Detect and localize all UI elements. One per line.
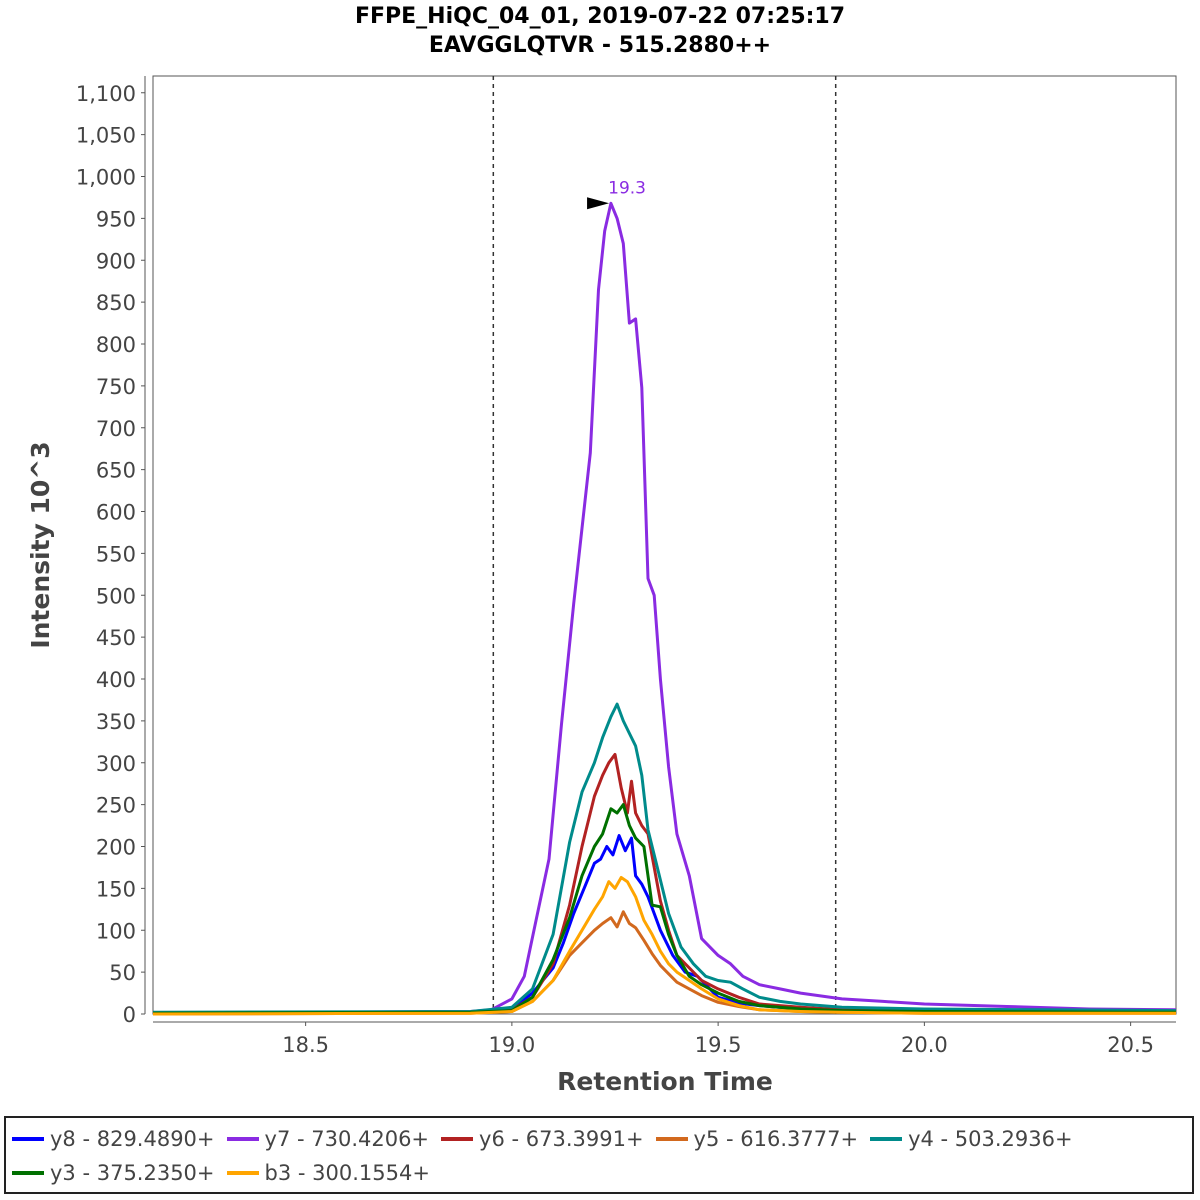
y-tick-label: 750 [96,375,136,399]
legend-swatch [655,1137,688,1141]
legend-item: y8 - 829.4890+ [12,1122,215,1156]
y-tick-label: 400 [96,668,136,692]
legend-items: y8 - 829.4890+ y7 - 730.4206+ y6 - 673.399… [6,1118,1192,1190]
y-axis-title: Intensity 10^3 [26,441,55,648]
legend-swatch [226,1137,259,1141]
y-tick-label: 950 [96,207,136,231]
legend-item: y6 - 673.3991+ [441,1122,644,1156]
series-line [152,201,1177,1015]
legend-swatch [441,1137,474,1141]
x-tick-label: 20.0 [901,1033,948,1057]
legend: y8 - 829.4890+ y7 - 730.4206+ y6 - 673.399… [4,1116,1194,1194]
legend-swatch [12,1137,44,1141]
x-axis-title: Retention Time [557,1067,773,1096]
legend-label: y7 - 730.4206+ [264,1127,430,1151]
y-tick-label: 1,100 [76,82,136,106]
y-tick-label: 900 [96,249,136,273]
chromatogram-chart: FFPE_HiQC_04_01, 2019-07-22 07:25:17 EAV… [26,4,1177,1096]
y-tick-label: 300 [96,752,136,776]
legend-label: y8 - 829.4890+ [50,1127,215,1151]
series-lines [152,201,1177,1016]
legend-swatch [12,1171,44,1175]
legend-label: y4 - 503.2936+ [908,1127,1073,1151]
legend-label: y6 - 673.3991+ [479,1127,644,1151]
legend-label: y3 - 375.2350+ [50,1161,215,1185]
y-tick-label: 800 [96,333,136,357]
y-tick-label: 850 [96,291,136,315]
legend-item: y4 - 503.2936+ [870,1122,1073,1156]
legend-item: y7 - 730.4206+ [226,1122,430,1156]
legend-item: b3 - 300.1554+ [226,1156,430,1190]
y-tick-label: 550 [96,542,136,566]
legend-swatch [870,1137,903,1141]
y-tick-label: 250 [96,794,136,818]
y-tick-label: 350 [96,710,136,734]
y-tick-label: 500 [96,584,136,608]
y-tick-label: 1,000 [76,166,136,190]
y-tick-label: 1,050 [76,124,136,148]
series-line [152,752,1177,1015]
legend-swatch [226,1171,259,1175]
plot-area [152,75,1177,1015]
y-tick-label: 450 [96,626,136,650]
series-line [152,876,1176,1016]
y-tick-label: 200 [96,836,136,860]
peak-arrow-icon [587,197,610,210]
legend-label: b3 - 300.1554+ [264,1161,430,1185]
y-tick-label: 50 [109,961,136,985]
series-line [152,702,1177,1014]
x-tick-label: 19.5 [695,1033,742,1057]
y-tick-label: 0 [123,1003,136,1027]
y-tick-label: 150 [96,877,136,901]
x-tick-label: 18.5 [282,1033,329,1057]
y-tick-label: 700 [96,417,136,441]
x-tick-label: 19.0 [488,1033,535,1057]
x-axis: 18.5 19.0 19.5 20.0 20.5 [153,1021,1176,1057]
legend-label: y5 - 616.3777+ [693,1127,859,1151]
y-tick-label: 650 [96,459,136,483]
y-tick-label: 600 [96,501,136,525]
y-axis: 0 50 100 150 200 250 300 350 400 450 500 550 600 650 7… [76,76,146,1027]
legend-item: y3 - 375.2350+ [12,1156,215,1190]
series-line [152,803,1177,1015]
chart-title: FFPE_HiQC_04_01, 2019-07-22 07:25:17 [355,4,845,29]
peak-annotation: 19.3 [587,178,646,210]
x-tick-label: 20.5 [1107,1033,1154,1057]
legend-item: y5 - 616.3777+ [655,1122,859,1156]
y-tick-label: 100 [96,919,136,943]
peak-label: 19.3 [608,178,646,198]
chart-subtitle: EAVGGLQTVR - 515.2880++ [429,33,771,58]
